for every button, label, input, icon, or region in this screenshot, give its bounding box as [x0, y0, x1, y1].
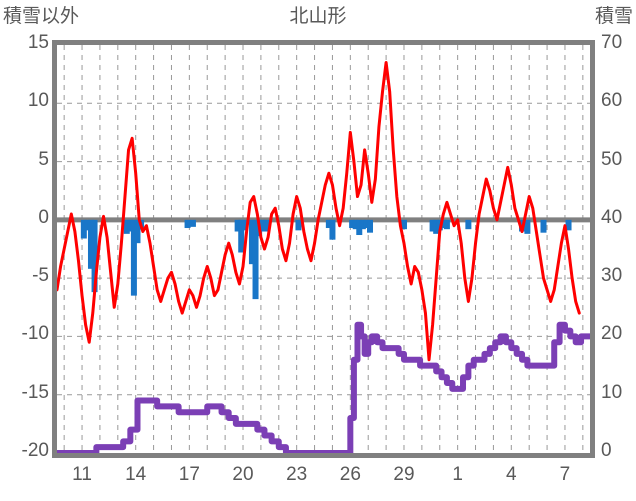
x-tick-8: 4 [506, 464, 517, 485]
x-tick-5: 26 [339, 464, 361, 485]
x-tick-6: 29 [393, 464, 415, 485]
left-tick-4: -5 [32, 265, 49, 287]
x-tick-3: 20 [232, 464, 254, 485]
right-tick-1: 60 [601, 90, 623, 112]
plot-frame [52, 40, 595, 458]
right-tick-3: 40 [601, 206, 623, 228]
plot-inner [57, 45, 590, 453]
left-tick-6: -15 [21, 381, 49, 403]
left-tick-0: 15 [27, 32, 49, 53]
left-tick-5: -10 [21, 323, 49, 345]
right-tick-7: 0 [601, 440, 612, 461]
right-tick-6: 10 [601, 381, 623, 403]
right-axis-title: 積雪 [594, 6, 633, 27]
x-tick-2: 17 [178, 464, 200, 485]
x-tick-7: 1 [452, 464, 463, 485]
right-tick-5: 20 [601, 323, 623, 345]
left-tick-2: 5 [38, 148, 49, 170]
x-tick-4: 23 [286, 464, 308, 485]
x-tick-1: 14 [125, 464, 147, 485]
right-tick-2: 50 [601, 148, 623, 170]
data-series [57, 60, 590, 453]
x-tick-0: 11 [72, 464, 92, 485]
right-tick-4: 30 [601, 265, 623, 287]
right-tick-0: 70 [601, 32, 623, 53]
x-tick-9: 7 [559, 464, 571, 485]
plot-area [52, 40, 595, 458]
left-axis-title: 積雪以外 [3, 6, 80, 27]
left-tick-7: -20 [21, 440, 49, 461]
left-tick-1: 10 [27, 90, 49, 112]
chart-title: 北山形 [289, 6, 347, 27]
left-tick-3: 0 [38, 206, 49, 228]
